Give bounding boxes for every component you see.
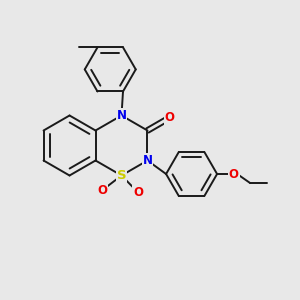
Text: N: N	[116, 109, 127, 122]
Text: N: N	[142, 154, 152, 167]
Text: O: O	[133, 186, 143, 200]
Text: O: O	[97, 184, 107, 197]
Text: O: O	[165, 111, 175, 124]
Text: S: S	[117, 169, 126, 182]
Text: O: O	[229, 167, 238, 181]
